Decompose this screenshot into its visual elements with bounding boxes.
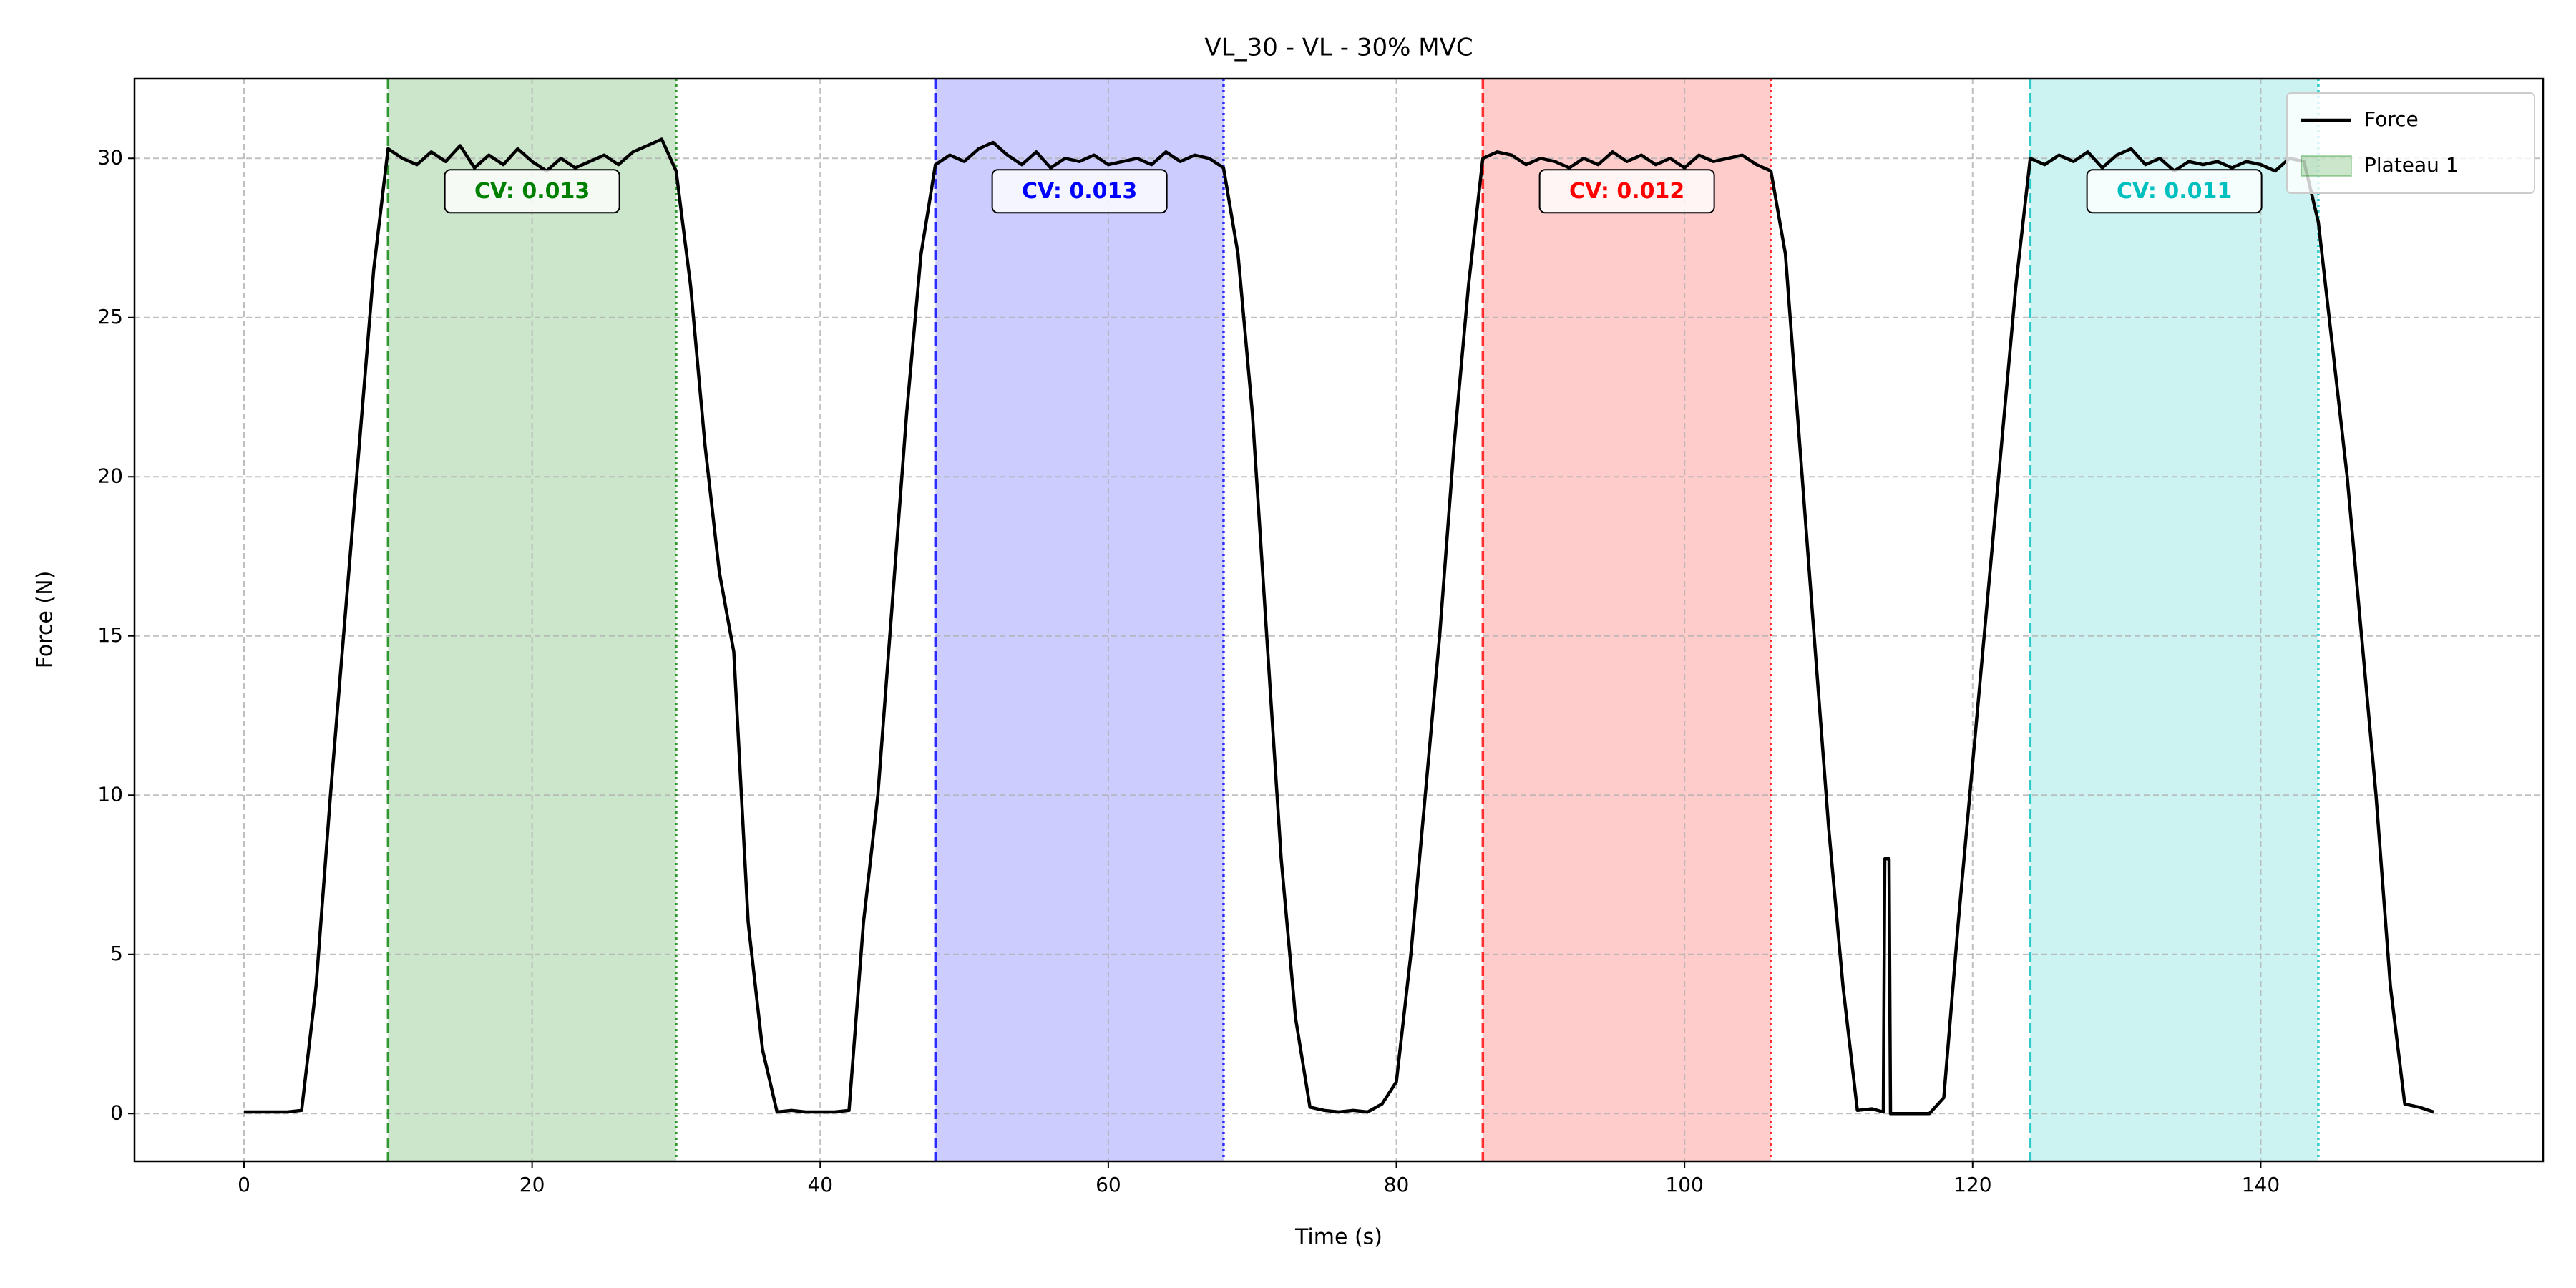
cv-box (2086, 169, 2263, 214)
x-tick-label: 20 (519, 1173, 545, 1196)
cv-label: CV: 0.013 (1022, 179, 1137, 204)
y-tick-label: 15 (97, 623, 123, 647)
plateau-span (2030, 79, 2318, 1161)
x-tick-label: 120 (1953, 1173, 1991, 1196)
plateau-span (935, 79, 1224, 1161)
x-tick-label: 140 (2242, 1173, 2280, 1196)
y-tick-label: 20 (97, 464, 123, 487)
chart-title: VL_30 - VL - 30% MVC (1204, 34, 1473, 62)
cv-label: CV: 0.012 (1569, 179, 1684, 204)
x-tick-label: 40 (807, 1173, 833, 1196)
y-tick-label: 10 (97, 782, 123, 806)
cv-box (991, 169, 1168, 214)
y-tick-label: 5 (110, 942, 123, 965)
plot-frame (133, 77, 2545, 1163)
legend-swatch (2301, 155, 2352, 177)
cv-label: CV: 0.013 (474, 179, 590, 204)
y-tick-label: 0 (110, 1101, 123, 1124)
legend-label: Force (2364, 107, 2419, 131)
cv-annotation: CV: 0.011 (2086, 169, 2263, 214)
y-tick-label: 30 (97, 145, 123, 169)
plateau-span (1483, 79, 1771, 1161)
cv-label: CV: 0.011 (2117, 179, 2232, 204)
x-tick-label: 80 (1384, 1173, 1410, 1196)
x-tick-label: 0 (238, 1173, 250, 1196)
y-axis-label: Force (N) (33, 571, 58, 669)
legend-label: Plateau 1 (2364, 153, 2459, 177)
x-tick-label: 100 (1665, 1173, 1703, 1196)
cv-box (1538, 169, 1715, 214)
cv-annotation: CV: 0.013 (444, 169, 620, 214)
x-axis-label: Time (s) (1294, 1225, 1382, 1250)
x-tick-label: 60 (1096, 1173, 1121, 1196)
y-tick-label: 25 (97, 305, 123, 328)
cv-box (444, 169, 620, 214)
cv-annotation: CV: 0.012 (1538, 169, 1715, 214)
force-line (244, 137, 2434, 1116)
legend-box (2286, 92, 2535, 194)
cv-annotation: CV: 0.013 (991, 169, 1168, 214)
